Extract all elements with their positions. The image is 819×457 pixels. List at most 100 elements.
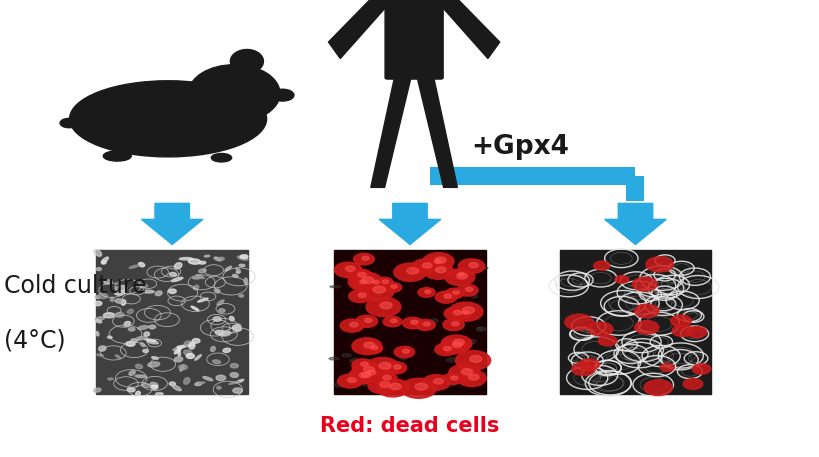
Circle shape xyxy=(468,374,478,380)
Polygon shape xyxy=(437,0,499,58)
Ellipse shape xyxy=(478,267,487,269)
Ellipse shape xyxy=(192,339,200,343)
Ellipse shape xyxy=(436,254,443,257)
Ellipse shape xyxy=(115,355,120,358)
Ellipse shape xyxy=(344,380,356,383)
Ellipse shape xyxy=(370,343,375,345)
Ellipse shape xyxy=(216,386,221,389)
Circle shape xyxy=(643,380,672,396)
Circle shape xyxy=(441,338,468,354)
Ellipse shape xyxy=(135,391,140,396)
Ellipse shape xyxy=(214,257,221,261)
Ellipse shape xyxy=(429,319,437,323)
Ellipse shape xyxy=(142,384,151,388)
Circle shape xyxy=(598,335,616,346)
Ellipse shape xyxy=(129,328,135,331)
FancyArrow shape xyxy=(604,203,665,244)
Circle shape xyxy=(415,319,435,330)
Circle shape xyxy=(374,277,392,287)
Circle shape xyxy=(382,375,391,380)
Circle shape xyxy=(461,369,472,375)
Circle shape xyxy=(364,357,399,377)
Circle shape xyxy=(469,356,482,362)
Ellipse shape xyxy=(224,266,231,271)
Ellipse shape xyxy=(188,65,279,122)
Text: Cold culture: Cold culture xyxy=(4,274,147,298)
Circle shape xyxy=(367,370,375,375)
Circle shape xyxy=(383,282,401,292)
Bar xyxy=(559,250,710,394)
Ellipse shape xyxy=(115,287,126,291)
Circle shape xyxy=(348,272,382,291)
Circle shape xyxy=(414,383,427,390)
Ellipse shape xyxy=(215,289,219,293)
Circle shape xyxy=(411,259,438,274)
Circle shape xyxy=(348,290,371,303)
Circle shape xyxy=(631,277,657,291)
Ellipse shape xyxy=(173,346,182,351)
Circle shape xyxy=(365,297,400,317)
Circle shape xyxy=(564,314,593,330)
Ellipse shape xyxy=(211,154,232,162)
Ellipse shape xyxy=(233,388,242,393)
Ellipse shape xyxy=(174,348,181,354)
Text: (4°C): (4°C) xyxy=(4,329,66,352)
Ellipse shape xyxy=(223,348,230,352)
Circle shape xyxy=(355,315,378,327)
Circle shape xyxy=(393,365,400,369)
Circle shape xyxy=(443,294,451,298)
Ellipse shape xyxy=(229,316,234,321)
Polygon shape xyxy=(328,0,391,58)
Circle shape xyxy=(360,362,368,366)
Ellipse shape xyxy=(230,372,238,377)
Ellipse shape xyxy=(93,388,101,392)
Ellipse shape xyxy=(370,293,382,295)
Ellipse shape xyxy=(179,258,192,260)
Circle shape xyxy=(462,307,474,314)
Circle shape xyxy=(402,317,423,329)
Ellipse shape xyxy=(107,378,113,380)
Circle shape xyxy=(389,383,400,390)
Ellipse shape xyxy=(139,284,147,287)
Ellipse shape xyxy=(174,357,183,362)
Ellipse shape xyxy=(236,268,240,272)
Circle shape xyxy=(402,349,409,353)
Circle shape xyxy=(351,338,382,355)
Ellipse shape xyxy=(120,285,127,290)
Ellipse shape xyxy=(230,363,238,368)
Ellipse shape xyxy=(476,327,482,331)
Bar xyxy=(334,250,485,394)
Ellipse shape xyxy=(237,256,248,260)
Circle shape xyxy=(451,322,459,326)
Circle shape xyxy=(465,287,473,292)
FancyArrow shape xyxy=(141,203,203,244)
Circle shape xyxy=(368,377,396,394)
Ellipse shape xyxy=(152,356,158,359)
Ellipse shape xyxy=(191,306,199,311)
Ellipse shape xyxy=(215,330,224,335)
Circle shape xyxy=(686,326,706,338)
Ellipse shape xyxy=(349,361,356,363)
Circle shape xyxy=(334,262,361,277)
Ellipse shape xyxy=(229,382,238,384)
Ellipse shape xyxy=(202,377,212,381)
Circle shape xyxy=(371,346,378,350)
Circle shape xyxy=(435,267,446,273)
Ellipse shape xyxy=(143,339,156,341)
Ellipse shape xyxy=(219,309,224,313)
Ellipse shape xyxy=(95,296,101,298)
Ellipse shape xyxy=(334,383,343,387)
Ellipse shape xyxy=(177,345,184,348)
Circle shape xyxy=(351,362,381,379)
Ellipse shape xyxy=(147,340,158,344)
Ellipse shape xyxy=(210,346,215,351)
Circle shape xyxy=(442,373,462,384)
Circle shape xyxy=(434,343,456,356)
Ellipse shape xyxy=(183,377,190,384)
Circle shape xyxy=(373,372,396,385)
Ellipse shape xyxy=(115,313,124,317)
Circle shape xyxy=(337,374,362,388)
Ellipse shape xyxy=(193,285,198,290)
Circle shape xyxy=(424,290,430,293)
Ellipse shape xyxy=(212,360,220,364)
